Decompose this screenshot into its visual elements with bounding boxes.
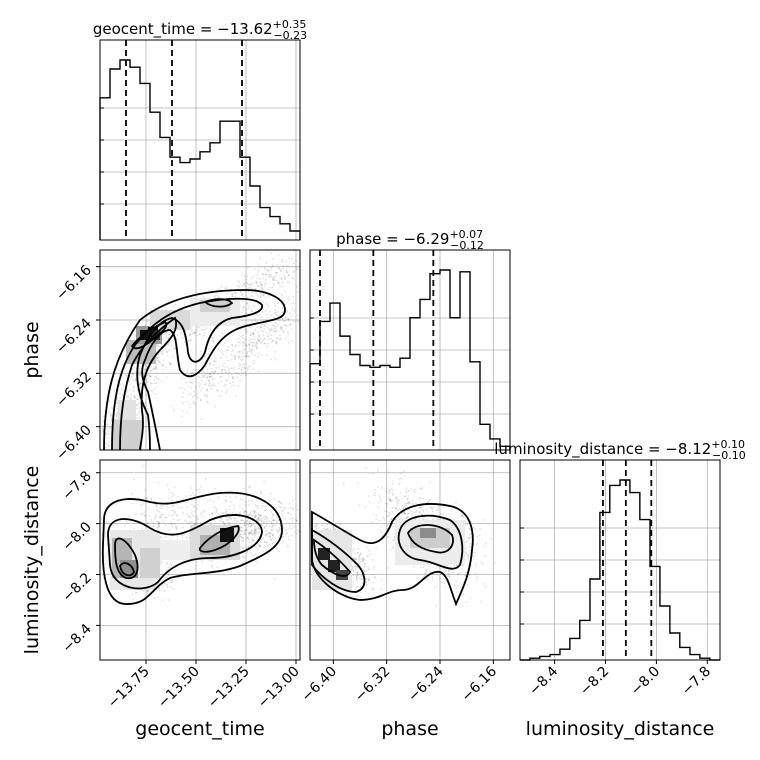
tick-label: −6.32 [352, 664, 394, 706]
tick-label: −8.0 [628, 664, 663, 699]
histogram-step [520, 479, 720, 661]
tick-label: −13.00 [255, 664, 303, 712]
tick-label: −6.24 [53, 315, 95, 357]
tick-label: −8.4 [526, 663, 561, 698]
panel-titles: geocent_time = −13.62+0.35 −0.23 phase = −… [93, 18, 746, 462]
title-luminosity-distance: luminosity_distance = −8.12+0.10 −0.10 [494, 438, 745, 462]
title-phase: phase = −6.29+0.07 −0.12 [336, 228, 484, 252]
histogram-step [309, 269, 511, 450]
title-geocent-time: geocent_time = −13.62+0.35 −0.23 [93, 18, 307, 42]
panel-hist-geocent-time [99, 39, 301, 241]
density-cells [110, 525, 240, 590]
tick-label: −13.25 [205, 664, 253, 712]
x-axis-label-geocent-time: geocent_time [135, 718, 264, 740]
tick-label: −6.32 [53, 369, 95, 411]
panel-2d-geocent-time-luminosity-distance [99, 459, 301, 661]
x-axis-label-phase: phase [381, 718, 438, 740]
tick-label: −13.75 [105, 664, 153, 712]
tick-label: −13.50 [155, 664, 203, 712]
histogram-step [99, 59, 301, 240]
tick-label: −8.2 [59, 570, 94, 605]
contours [101, 491, 283, 605]
x-axis-label-luminosity-distance: luminosity_distance [526, 718, 715, 740]
tick-label: −7.8 [679, 664, 714, 699]
panel-hist-phase [309, 249, 511, 451]
y-axis-label-luminosity-distance: luminosity_distance [21, 466, 43, 655]
panel-2d-phase-luminosity-distance [309, 459, 511, 661]
tick-label: −6.40 [299, 664, 341, 706]
tick-label: −8.2 [577, 664, 612, 699]
tick-label: −6.24 [405, 663, 447, 705]
tick-label: −7.8 [59, 468, 94, 503]
tick-label: −6.16 [459, 663, 501, 705]
panel-hist-luminosity-distance [519, 459, 721, 661]
tick-label: −8.4 [59, 621, 94, 656]
tick-label: −8.0 [59, 519, 94, 554]
y-axis-label-phase: phase [21, 321, 43, 378]
panel-2d-geocent-time-phase [99, 249, 301, 451]
contours [311, 503, 474, 607]
contours [103, 289, 286, 450]
tick-label: −6.16 [53, 262, 95, 304]
tick-label: −6.40 [53, 422, 95, 464]
